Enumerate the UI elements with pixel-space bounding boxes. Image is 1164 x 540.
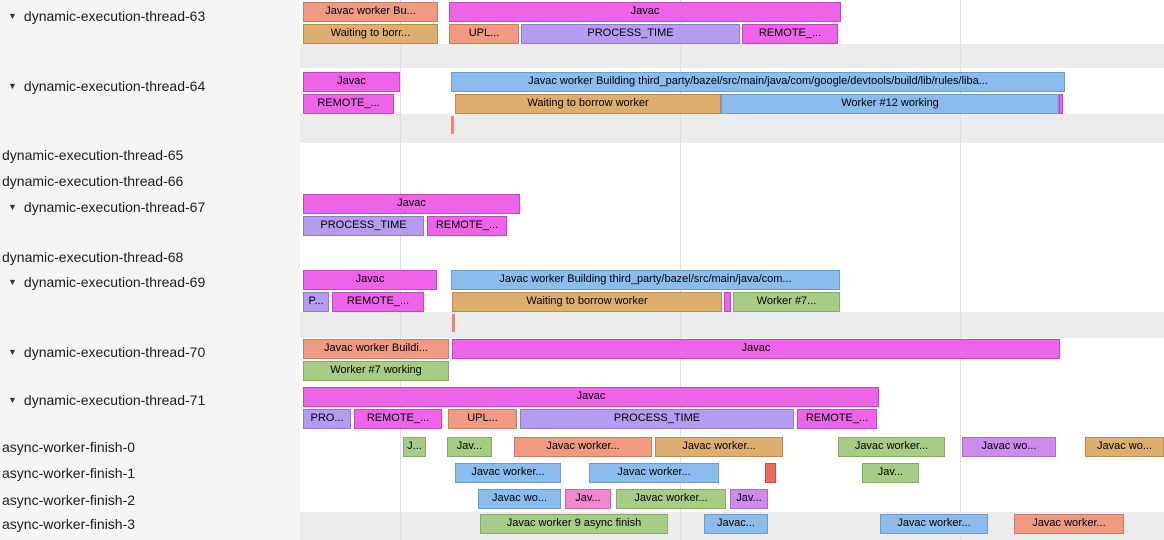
track-name: dynamic-execution-thread-64 <box>23 78 206 94</box>
track-name: dynamic-execution-thread-66 <box>2 173 184 189</box>
trace-slice[interactable]: Javac <box>303 72 400 92</box>
trace-slice[interactable]: Javac worker... <box>880 514 988 534</box>
track-label[interactable]: ▼ dynamic-execution-thread-67 <box>0 197 205 217</box>
track-background-stripe <box>300 312 1164 338</box>
time-gridline <box>960 0 961 540</box>
trace-slice[interactable]: Javac worker Buildi... <box>303 339 449 359</box>
track-label[interactable]: dynamic-execution-thread-65 <box>0 145 183 165</box>
trace-slice[interactable]: UPL... <box>449 24 519 44</box>
track-label[interactable]: dynamic-execution-thread-66 <box>0 171 183 191</box>
track-name-panel: ▼ dynamic-execution-thread-63 ▼ dynamic-exe… <box>0 0 300 540</box>
track-label[interactable]: ▼ dynamic-execution-thread-70 <box>0 342 205 362</box>
track-name: dynamic-execution-thread-71 <box>23 392 206 408</box>
track-name: dynamic-execution-thread-69 <box>23 274 206 290</box>
trace-slice[interactable]: Javac <box>449 2 841 22</box>
trace-slice[interactable]: Javac worker Building third_party/bazel/… <box>451 270 840 290</box>
trace-slice[interactable]: Javac worker... <box>455 463 561 483</box>
track-label[interactable]: async-worker-finish-0 <box>0 437 135 457</box>
track-background-stripe <box>300 44 1164 68</box>
collapse-triangle-icon[interactable]: ▼ <box>8 277 17 287</box>
track-label[interactable]: async-worker-finish-1 <box>0 463 135 483</box>
trace-slice[interactable]: UPL... <box>448 409 517 429</box>
trace-slice[interactable]: Jav... <box>565 489 611 509</box>
collapse-triangle-icon[interactable]: ▼ <box>8 395 17 405</box>
track-name: async-worker-finish-2 <box>2 492 136 508</box>
trace-slice[interactable]: Javac worker... <box>1014 514 1124 534</box>
track-background-stripe <box>300 114 1164 143</box>
track-name: dynamic-execution-thread-65 <box>2 147 184 163</box>
trace-slice[interactable]: REMOTE_... <box>303 94 394 114</box>
collapse-triangle-icon[interactable]: ▼ <box>8 202 17 212</box>
trace-slice[interactable]: Javac worker... <box>655 437 783 457</box>
trace-slice[interactable]: PROCESS_TIME <box>520 409 794 429</box>
track-label[interactable]: dynamic-execution-thread-68 <box>0 247 183 267</box>
collapse-triangle-icon[interactable]: ▼ <box>8 81 17 91</box>
trace-slice[interactable]: Jav... <box>447 437 492 457</box>
trace-slice[interactable]: Javac wo... <box>1085 437 1164 457</box>
trace-slice[interactable]: Javac worker Building third_party/bazel/… <box>451 72 1065 92</box>
trace-slice[interactable]: Javac <box>303 270 437 290</box>
trace-slice[interactable]: Javac wo... <box>962 437 1056 457</box>
trace-slice[interactable]: REMOTE_... <box>427 216 507 236</box>
track-label[interactable]: async-worker-finish-2 <box>0 490 135 510</box>
trace-slice[interactable]: Javac worker 9 async finish <box>480 514 668 534</box>
trace-slice[interactable]: Javac <box>452 339 1060 359</box>
instant-event-tick[interactable] <box>452 314 455 332</box>
trace-slice[interactable]: Waiting to borr... <box>303 24 438 44</box>
track-name: async-worker-finish-1 <box>2 465 136 481</box>
trace-slice[interactable]: PROCESS_TIME <box>303 216 424 236</box>
track-label[interactable]: ▼ dynamic-execution-thread-69 <box>0 272 205 292</box>
collapse-triangle-icon[interactable]: ▼ <box>8 11 17 21</box>
trace-slice[interactable]: Worker #7... <box>733 292 840 312</box>
trace-slice[interactable] <box>765 463 776 483</box>
trace-slice[interactable]: PROCESS_TIME <box>521 24 740 44</box>
trace-slice[interactable]: REMOTE_... <box>742 24 838 44</box>
trace-slice[interactable]: Jav... <box>730 489 768 509</box>
track-name: async-worker-finish-3 <box>2 516 136 532</box>
trace-slice[interactable]: REMOTE_... <box>332 292 424 312</box>
track-label[interactable]: async-worker-finish-3 <box>0 514 135 534</box>
trace-slice[interactable]: Javac wo... <box>478 489 561 509</box>
trace-slice[interactable]: Worker #12 working <box>721 94 1059 114</box>
trace-slice[interactable]: Jav... <box>862 463 919 483</box>
trace-slice[interactable]: REMOTE_... <box>354 409 442 429</box>
track-name: dynamic-execution-thread-68 <box>2 249 184 265</box>
track-name: dynamic-execution-thread-63 <box>23 8 206 24</box>
trace-slice[interactable]: Javac <box>303 387 879 407</box>
trace-slice[interactable]: J... <box>403 437 426 457</box>
trace-slice[interactable]: Javac worker... <box>514 437 652 457</box>
trace-slice[interactable]: Javac... <box>704 514 768 534</box>
trace-slice[interactable]: Javac <box>303 194 520 214</box>
track-name: dynamic-execution-thread-70 <box>23 344 206 360</box>
trace-slice[interactable]: PRO... <box>303 409 351 429</box>
trace-slice[interactable]: P... <box>303 292 329 312</box>
trace-slice[interactable]: Javac worker... <box>589 463 719 483</box>
instant-event-tick[interactable] <box>451 116 454 134</box>
track-label[interactable]: ▼ dynamic-execution-thread-63 <box>0 6 205 26</box>
trace-slice[interactable]: Javac worker... <box>838 437 945 457</box>
trace-slice[interactable] <box>1059 94 1063 114</box>
trace-slice[interactable]: Javac worker... <box>616 489 726 509</box>
trace-slice[interactable]: Waiting to borrow worker <box>455 94 721 114</box>
trace-slice[interactable]: Javac worker Bu... <box>303 2 438 22</box>
track-name: async-worker-finish-0 <box>2 439 136 455</box>
track-name: dynamic-execution-thread-67 <box>23 199 206 215</box>
track-label[interactable]: ▼ dynamic-execution-thread-64 <box>0 76 205 96</box>
trace-slice[interactable]: Waiting to borrow worker <box>452 292 722 312</box>
trace-slice[interactable]: Worker #7 working <box>303 361 449 381</box>
collapse-triangle-icon[interactable]: ▼ <box>8 347 17 357</box>
track-label[interactable]: ▼ dynamic-execution-thread-71 <box>0 390 205 410</box>
trace-slice[interactable] <box>724 292 731 312</box>
trace-slice[interactable]: REMOTE_... <box>797 409 877 429</box>
